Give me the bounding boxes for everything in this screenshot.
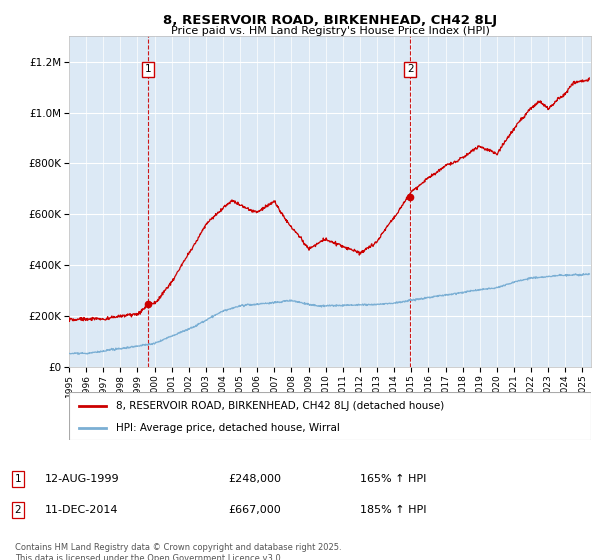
Text: HPI: Average price, detached house, Wirral: HPI: Average price, detached house, Wirr…	[116, 423, 340, 433]
Text: 12-AUG-1999: 12-AUG-1999	[45, 474, 119, 484]
FancyBboxPatch shape	[69, 392, 591, 440]
Text: £248,000: £248,000	[228, 474, 281, 484]
Text: 8, RESERVOIR ROAD, BIRKENHEAD, CH42 8LJ: 8, RESERVOIR ROAD, BIRKENHEAD, CH42 8LJ	[163, 14, 497, 27]
Text: £667,000: £667,000	[228, 505, 281, 515]
Text: 2: 2	[14, 505, 22, 515]
Text: Price paid vs. HM Land Registry's House Price Index (HPI): Price paid vs. HM Land Registry's House …	[170, 26, 490, 36]
Text: 2: 2	[407, 64, 413, 74]
Text: Contains HM Land Registry data © Crown copyright and database right 2025.
This d: Contains HM Land Registry data © Crown c…	[15, 543, 341, 560]
Text: 185% ↑ HPI: 185% ↑ HPI	[360, 505, 427, 515]
Text: 8, RESERVOIR ROAD, BIRKENHEAD, CH42 8LJ (detached house): 8, RESERVOIR ROAD, BIRKENHEAD, CH42 8LJ …	[116, 402, 444, 411]
Text: 165% ↑ HPI: 165% ↑ HPI	[360, 474, 427, 484]
Text: 11-DEC-2014: 11-DEC-2014	[45, 505, 119, 515]
Text: 1: 1	[145, 64, 151, 74]
Text: 1: 1	[14, 474, 22, 484]
